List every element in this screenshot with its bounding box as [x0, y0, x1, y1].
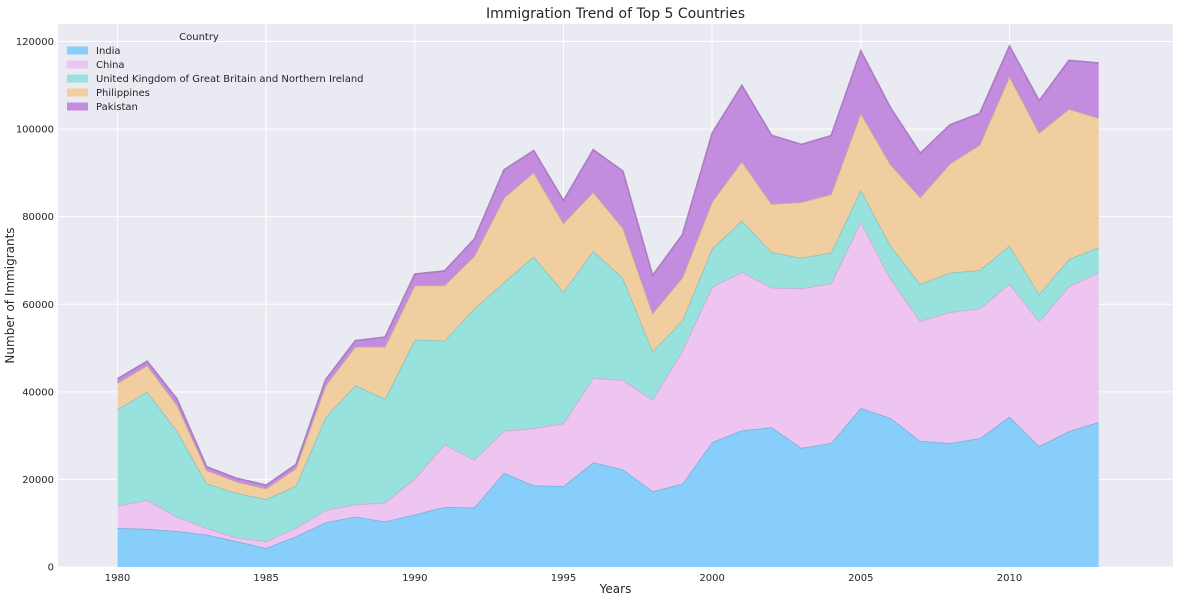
y-tick-label: 40000: [22, 387, 54, 398]
x-axis-ticks: 1980 1985 1990 1995 2000 2005 2010: [105, 573, 1022, 584]
legend-title: Country: [179, 32, 219, 43]
y-tick-label: 100000: [16, 125, 54, 136]
legend-swatch-4: [67, 102, 88, 111]
y-tick-label: 80000: [22, 212, 54, 223]
area-series: [117, 44, 1100, 567]
x-tick-label: 2005: [848, 573, 873, 584]
area-series-2: [117, 189, 1099, 542]
y-axis-label: Number of Immigrants: [3, 227, 17, 363]
x-tick-label: 1980: [105, 573, 130, 584]
area-series-3: [117, 76, 1099, 500]
legend-entry-1: China: [96, 60, 125, 71]
legend: Country India China United Kingdom of Grea…: [67, 32, 364, 113]
legend-swatch-2: [67, 74, 88, 83]
y-axis-ticks: 0 20000 40000 60000 80000 100000 120000: [16, 37, 54, 573]
legend-entry-4: Pakistan: [96, 102, 138, 113]
y-tick-label: 0: [48, 563, 54, 574]
x-axis-label: Years: [599, 582, 632, 596]
legend-entry-0: India: [96, 46, 121, 57]
legend-swatch-0: [67, 46, 88, 55]
y-tick-label: 20000: [22, 475, 54, 486]
x-tick-label: 2010: [997, 573, 1022, 584]
x-tick-label: 1995: [551, 573, 576, 584]
area-series-4: [117, 45, 1099, 489]
x-tick-label: 1985: [253, 573, 278, 584]
chart-title: Immigration Trend of Top 5 Countries: [486, 6, 745, 22]
area-series-1: [117, 221, 1099, 549]
x-tick-label: 2000: [699, 573, 724, 584]
legend-swatch-3: [67, 88, 88, 97]
legend-entry-3: Philippines: [96, 88, 150, 99]
y-tick-label: 120000: [16, 37, 54, 48]
area-series-0: [117, 408, 1099, 567]
y-tick-label: 60000: [22, 300, 54, 311]
legend-entry-2: United Kingdom of Great Britain and Nort…: [96, 74, 364, 85]
legend-swatch-1: [67, 60, 88, 69]
x-tick-label: 1990: [402, 573, 427, 584]
area-edge-4: [117, 44, 1099, 486]
